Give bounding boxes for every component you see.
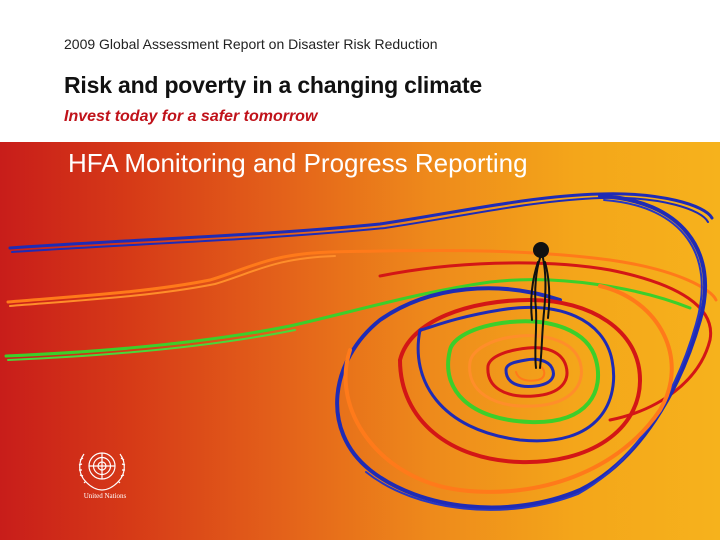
red-loop — [486, 346, 569, 398]
orange-loop — [515, 365, 546, 382]
red-loop — [398, 298, 642, 465]
blue-loop — [335, 194, 707, 510]
swirl-artwork — [4, 192, 718, 511]
header: 2009 Global Assessment Report on Disaste… — [0, 0, 720, 142]
blue-loop — [416, 305, 616, 443]
un-label: United Nations — [83, 492, 127, 500]
red-swirl-line — [378, 261, 713, 422]
orange-loop — [343, 284, 674, 494]
tagline: Invest today for a safer tomorrow — [64, 108, 318, 125]
blue-swirl-line — [8, 192, 714, 250]
green-loop — [446, 319, 601, 425]
standing-figure-icon — [530, 242, 551, 369]
blue-loop — [504, 357, 555, 388]
blue-swirl-line — [11, 196, 709, 253]
slide-title: HFA Monitoring and Progress Reporting — [68, 148, 528, 178]
un-emblem-icon — [78, 452, 126, 491]
report-line: 2009 Global Assessment Report on Disaste… — [64, 36, 438, 52]
orange-swirl-line — [9, 255, 336, 307]
orange-swirl-line — [6, 248, 718, 304]
green-swirl-line — [4, 278, 692, 358]
main-title: Risk and poverty in a changing climate — [64, 72, 483, 98]
orange-loop — [468, 334, 583, 408]
green-swirl-line — [7, 329, 296, 361]
